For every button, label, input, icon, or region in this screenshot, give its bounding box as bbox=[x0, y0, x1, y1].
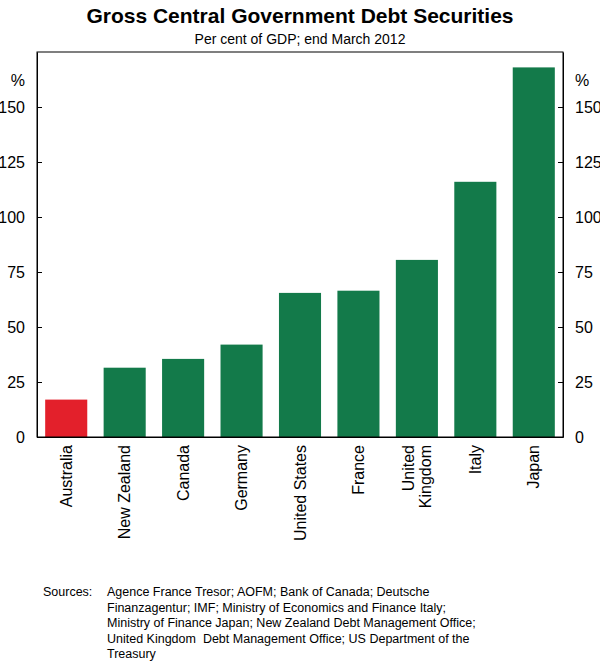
source-label: Sources: bbox=[43, 585, 92, 599]
source-line: Treasury bbox=[107, 647, 157, 661]
y-tick: 25 bbox=[7, 374, 42, 391]
y-tick-label: 100 bbox=[0, 209, 25, 226]
y-axis-right: 0 25 50 75 100 125 150 bbox=[558, 53, 600, 446]
y-tick-mark bbox=[558, 327, 563, 328]
bar bbox=[396, 260, 438, 437]
y-tick: 125 bbox=[558, 154, 600, 171]
x-tick: Italy bbox=[467, 445, 484, 474]
y-unit-label: % bbox=[575, 72, 589, 89]
y-tick: 100 bbox=[0, 209, 42, 226]
x-tick: United States bbox=[292, 445, 309, 541]
x-tick-label: UnitedKingdom bbox=[400, 445, 435, 508]
y-tick-mark bbox=[558, 272, 563, 273]
x-tick-label: Italy bbox=[467, 445, 484, 474]
y-tick: 125 bbox=[0, 154, 42, 171]
x-tick-label: United States bbox=[292, 445, 309, 541]
bar bbox=[221, 345, 263, 437]
x-tick: New Zealand bbox=[116, 445, 133, 539]
y-tick-label: 100 bbox=[575, 209, 600, 226]
source-line: Agence France Tresor; AOFM; Bank of Cana… bbox=[107, 585, 429, 599]
y-tick: 25 bbox=[558, 374, 593, 391]
x-tick: Japan bbox=[525, 445, 542, 489]
y-tick-mark bbox=[37, 272, 42, 273]
x-tick: Canada bbox=[175, 445, 192, 501]
x-tick-label: Japan bbox=[525, 445, 542, 489]
y-tick-label: 150 bbox=[575, 99, 600, 116]
y-tick-mark bbox=[37, 107, 42, 108]
x-tick-label: Canada bbox=[175, 445, 192, 501]
y-tick-mark bbox=[37, 162, 42, 163]
y-tick: 100 bbox=[558, 209, 600, 226]
bar bbox=[454, 182, 496, 437]
y-tick: 75 bbox=[7, 264, 42, 281]
x-axis-line bbox=[38, 437, 564, 438]
chart: Gross Central Government Debt Securities… bbox=[0, 0, 600, 671]
x-tick: Australia bbox=[58, 445, 75, 507]
plot-frame bbox=[37, 52, 563, 437]
y-tick-label: 125 bbox=[0, 154, 25, 171]
y-tick-mark bbox=[37, 217, 42, 218]
y-tick: 50 bbox=[558, 319, 593, 336]
y-tick-mark bbox=[37, 382, 42, 383]
bar bbox=[162, 359, 204, 437]
bar bbox=[279, 293, 321, 437]
y-tick-label: 75 bbox=[7, 264, 25, 281]
y-tick-label: 50 bbox=[7, 319, 25, 336]
y-tick: 50 bbox=[7, 319, 42, 336]
y-tick-label: 75 bbox=[575, 264, 593, 281]
y-tick: 150 bbox=[0, 99, 42, 116]
bar bbox=[104, 368, 146, 437]
y-tick-label: 25 bbox=[575, 374, 593, 391]
x-tick-label: New Zealand bbox=[116, 445, 133, 539]
y-tick: 150 bbox=[558, 99, 600, 116]
y-tick-mark bbox=[558, 107, 563, 108]
bar bbox=[45, 400, 87, 437]
y-axis-line bbox=[37, 53, 38, 438]
x-tick: France bbox=[350, 445, 367, 495]
source-line: United Kingdom Debt Management Office; U… bbox=[107, 632, 470, 646]
x-tick: Germany bbox=[233, 445, 250, 511]
x-axis: Australia New Zealand Canada Germany United … bbox=[38, 438, 564, 542]
y-tick-label: 25 bbox=[7, 374, 25, 391]
y-axis-left: 0 25 50 75 100 125 150 bbox=[0, 53, 42, 446]
source-line: Finanzagentur; IMF; Ministry of Economic… bbox=[107, 601, 446, 615]
bars bbox=[45, 67, 555, 437]
y-axis-line bbox=[563, 53, 564, 438]
y-tick: 75 bbox=[558, 264, 593, 281]
y-tick-mark bbox=[558, 382, 563, 383]
x-tick-label: Australia bbox=[58, 445, 75, 507]
source-line: Ministry of Finance Japan; New Zealand D… bbox=[107, 616, 476, 630]
y-tick-label: 125 bbox=[575, 154, 600, 171]
y-tick-mark bbox=[558, 217, 563, 218]
y-tick-label: 0 bbox=[575, 429, 584, 446]
x-tick-label: Germany bbox=[233, 445, 250, 511]
y-tick-label: 150 bbox=[0, 99, 25, 116]
y-tick-label: 50 bbox=[575, 319, 593, 336]
title: Gross Central Government Debt Securities bbox=[86, 4, 513, 27]
subtitle: Per cent of GDP; end March 2012 bbox=[195, 31, 406, 47]
y-tick-mark bbox=[558, 162, 563, 163]
bar bbox=[513, 67, 555, 437]
x-tick-label: France bbox=[350, 445, 367, 495]
y-tick-label: 0 bbox=[16, 429, 25, 446]
y-unit-label: % bbox=[11, 72, 25, 89]
bar bbox=[337, 291, 379, 437]
x-tick: UnitedKingdom bbox=[400, 445, 435, 508]
y-tick-mark bbox=[37, 327, 42, 328]
